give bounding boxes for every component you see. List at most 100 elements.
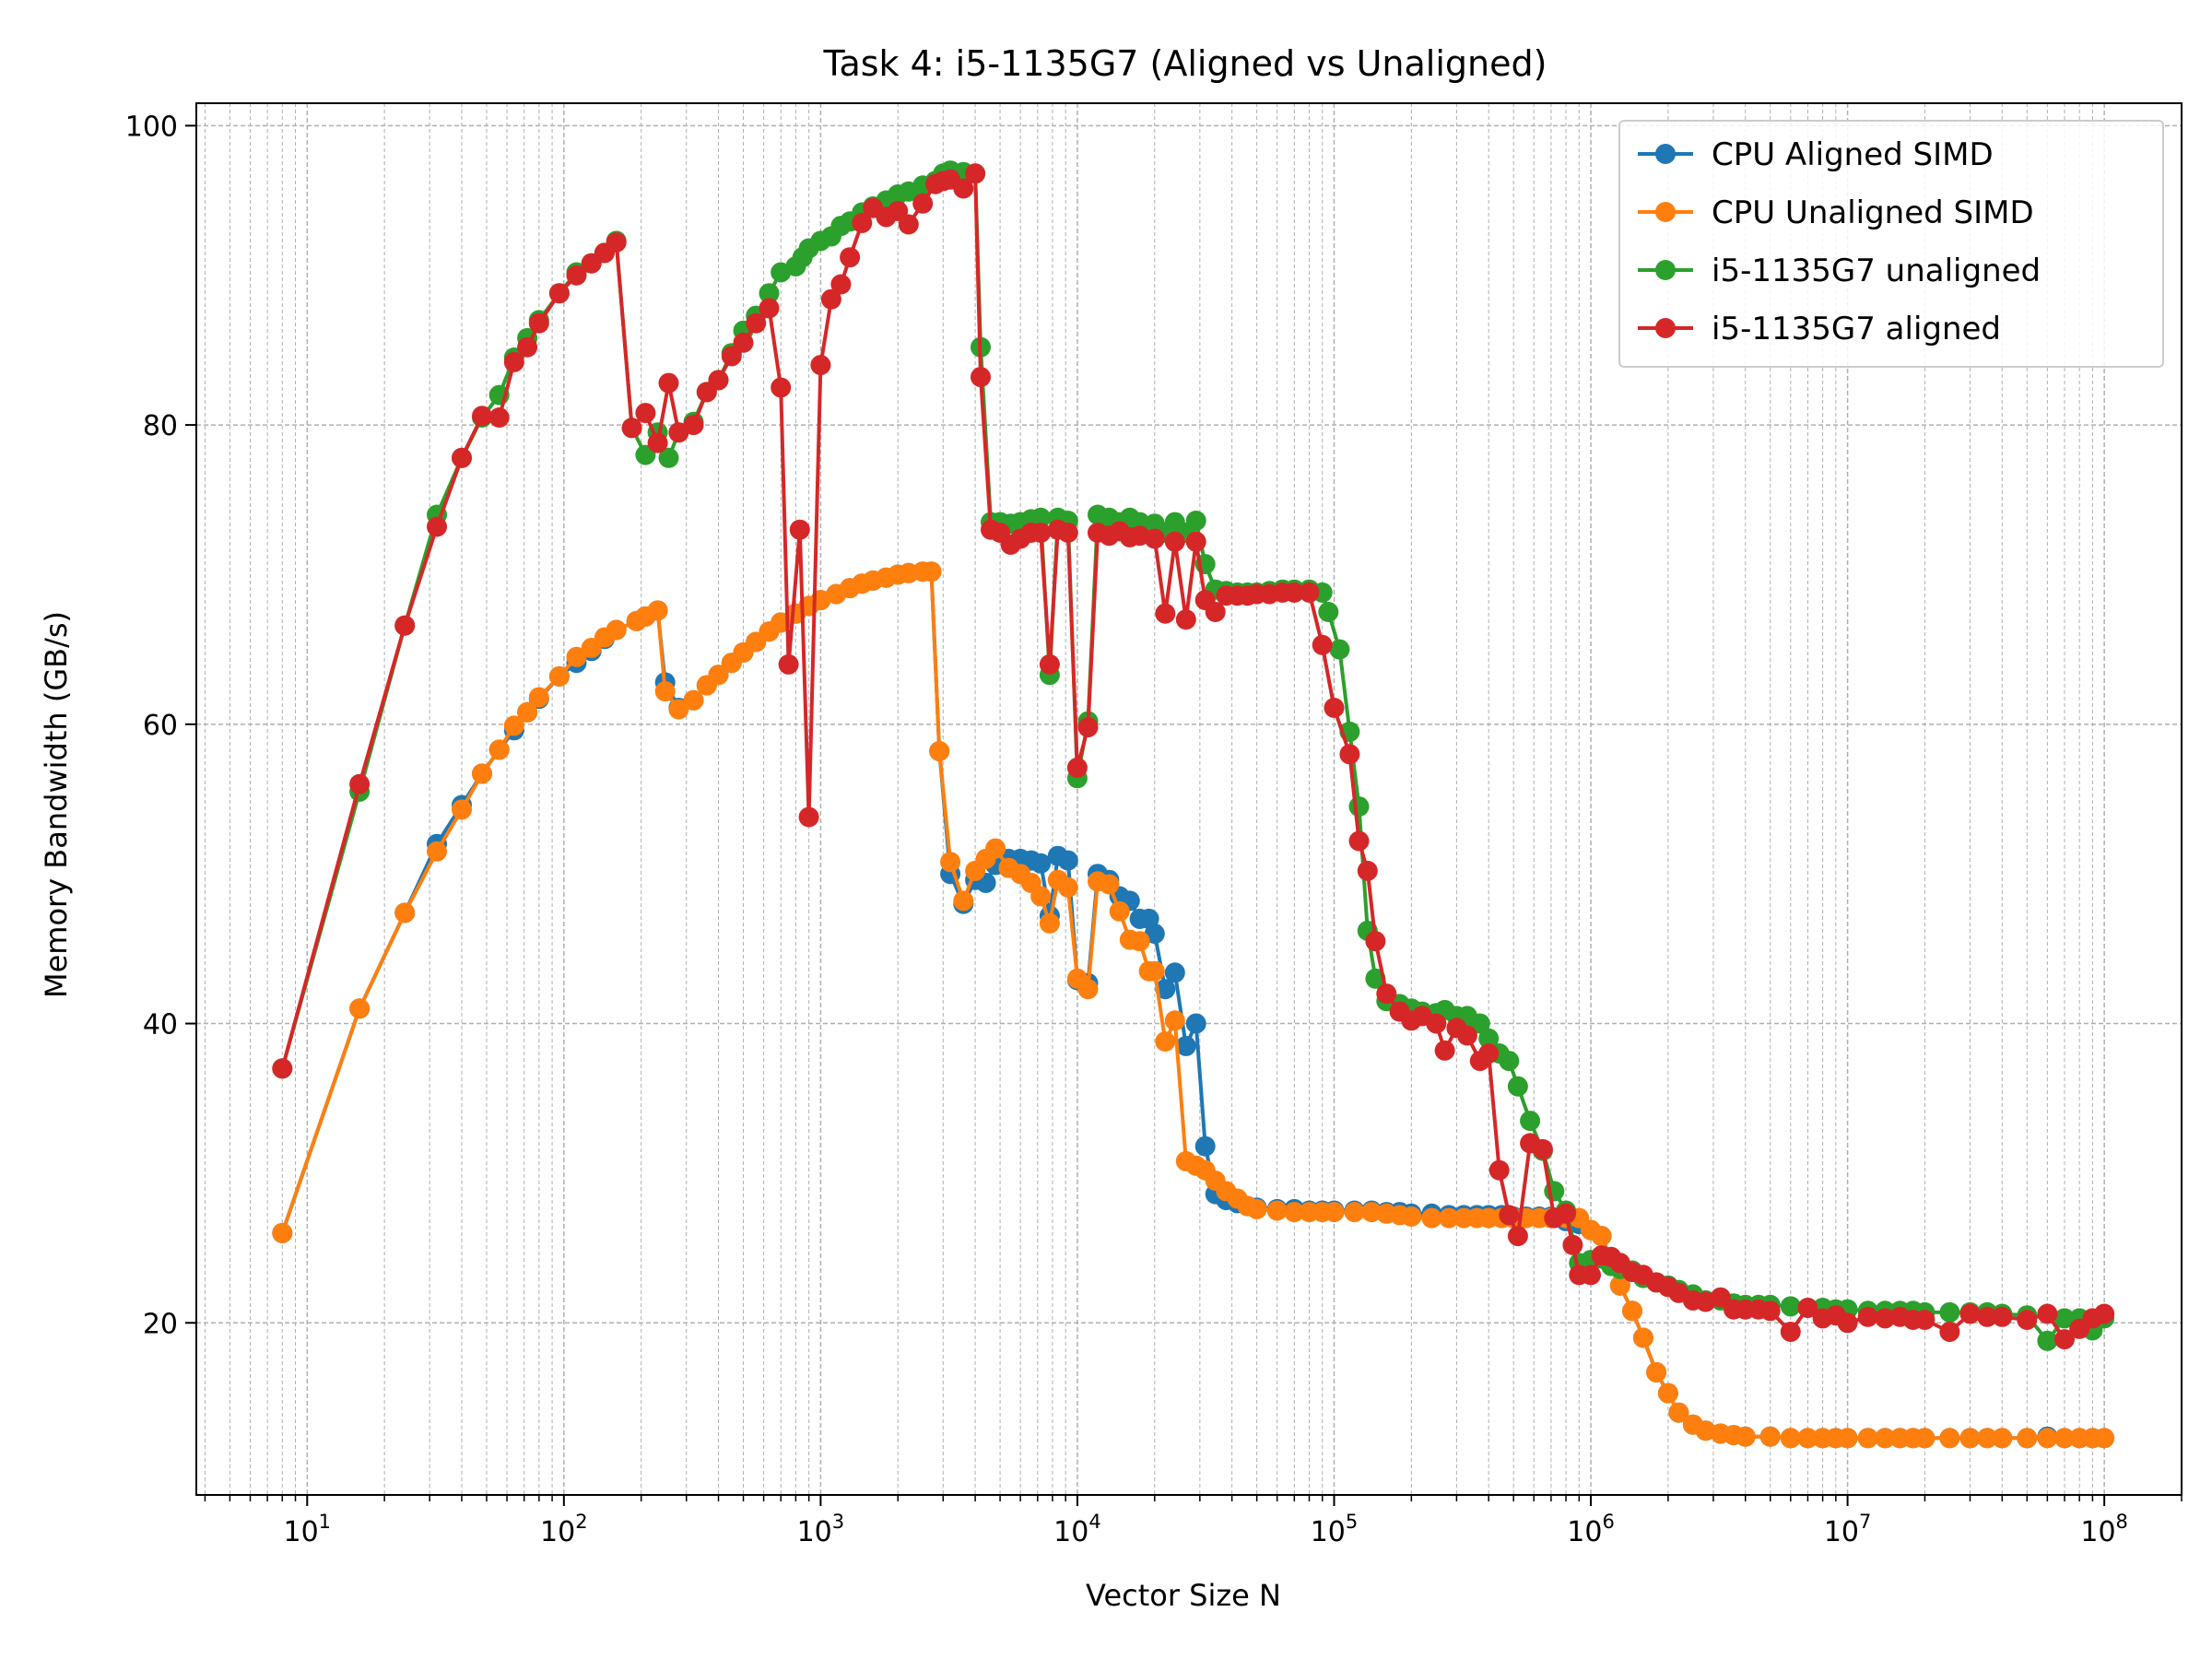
data-point <box>789 519 810 540</box>
data-point <box>1324 1202 1345 1223</box>
data-point <box>1246 1198 1267 1219</box>
data-point <box>1129 931 1150 952</box>
data-point <box>1797 1428 1818 1449</box>
data-point <box>1329 639 1350 660</box>
data-point <box>1759 1300 1781 1322</box>
data-point <box>2094 1303 2115 1324</box>
data-point <box>1837 1312 1858 1334</box>
data-point <box>2054 1428 2075 1449</box>
legend-label: i5-1135G7 aligned <box>1712 311 2001 347</box>
y-tick-label: 20 <box>143 1308 178 1340</box>
data-point <box>759 283 780 304</box>
x-tick-label: 104 <box>1053 1511 1101 1548</box>
legend-item: i5-1135G7 aligned <box>1638 311 2001 347</box>
data-point <box>452 447 472 468</box>
data-point <box>1977 1306 1998 1327</box>
data-point <box>472 406 492 427</box>
data-point <box>912 193 934 214</box>
data-point <box>2037 1428 2058 1449</box>
data-point <box>517 701 538 723</box>
data-point <box>971 367 991 388</box>
data-point <box>1478 1028 1500 1049</box>
data-point <box>921 561 942 582</box>
data-point <box>953 178 974 199</box>
data-point <box>1780 1296 1801 1317</box>
data-point <box>1837 1428 1858 1449</box>
data-point <box>733 332 754 353</box>
data-point <box>503 351 524 372</box>
data-point <box>1155 603 1176 624</box>
data-point <box>606 232 627 253</box>
data-point <box>1939 1428 1960 1449</box>
data-point <box>1977 1428 1998 1449</box>
data-point <box>1357 860 1378 881</box>
data-point <box>1439 1207 1459 1229</box>
data-point <box>985 838 1006 859</box>
data-point <box>2054 1308 2075 1329</box>
plot-area-frame <box>195 102 2183 1496</box>
data-point <box>658 447 679 468</box>
data-point <box>2017 1428 2038 1449</box>
data-point <box>1164 1010 1185 1031</box>
data-point <box>721 346 742 367</box>
data-point <box>1175 609 1196 630</box>
x-axis-title: Vector Size N <box>1086 1578 1281 1613</box>
data-point <box>1532 1138 1553 1159</box>
data-point <box>394 902 416 924</box>
data-point <box>1376 983 1397 1005</box>
legend-marker <box>1655 260 1676 280</box>
series-layer <box>272 160 2115 1449</box>
data-point <box>1499 1205 1520 1226</box>
data-point <box>746 312 767 334</box>
data-point <box>1914 1428 1936 1449</box>
data-point <box>820 288 841 310</box>
x-tick-label: 107 <box>1824 1511 1872 1548</box>
data-point <box>2037 1330 2058 1351</box>
data-point <box>517 336 538 358</box>
y-tick-label: 40 <box>143 1009 178 1041</box>
data-point <box>1144 924 1165 945</box>
data-point <box>1344 1202 1365 1223</box>
data-point <box>1857 1428 1878 1449</box>
data-point <box>1361 1202 1382 1223</box>
data-point <box>1039 912 1060 934</box>
data-point <box>1324 698 1345 718</box>
series-2 <box>272 561 2115 1449</box>
data-point <box>1185 511 1206 531</box>
legend-label: i5-1135G7 unaligned <box>1712 253 2041 289</box>
data-point <box>1959 1303 1981 1324</box>
data-point <box>1780 1428 1801 1449</box>
data-point <box>452 799 472 820</box>
data-point <box>1421 1207 1442 1229</box>
data-point <box>830 274 852 295</box>
data-point <box>1077 979 1099 1000</box>
legend-box <box>1618 120 2164 368</box>
data-point <box>840 247 861 268</box>
data-point <box>1507 1226 1528 1247</box>
data-point <box>1099 874 1120 895</box>
data-point <box>1609 1275 1630 1296</box>
data-point <box>1797 1298 1818 1318</box>
data-point <box>1622 1300 1642 1322</box>
data-point <box>668 699 689 720</box>
x-tick-label: 105 <box>1311 1511 1359 1548</box>
data-point <box>929 741 950 761</box>
data-point <box>1339 744 1360 765</box>
data-point <box>1109 900 1130 922</box>
data-point <box>1030 886 1052 907</box>
data-point <box>1710 1287 1731 1308</box>
data-point <box>1914 1310 1936 1330</box>
data-point <box>1426 1013 1447 1034</box>
data-point <box>1057 877 1078 898</box>
data-point <box>1488 1159 1510 1181</box>
legend-label: CPU Unaligned SIMD <box>1712 194 2034 231</box>
legend-item: CPU Unaligned SIMD <box>1638 194 2034 231</box>
data-point <box>1478 1043 1500 1064</box>
data-point <box>771 377 792 398</box>
data-point <box>1266 1200 1288 1221</box>
data-point <box>1348 796 1370 818</box>
legend-item: i5-1135G7 unaligned <box>1638 253 2041 289</box>
data-point <box>272 1222 293 1243</box>
x-tick-label: 108 <box>2080 1511 2128 1548</box>
